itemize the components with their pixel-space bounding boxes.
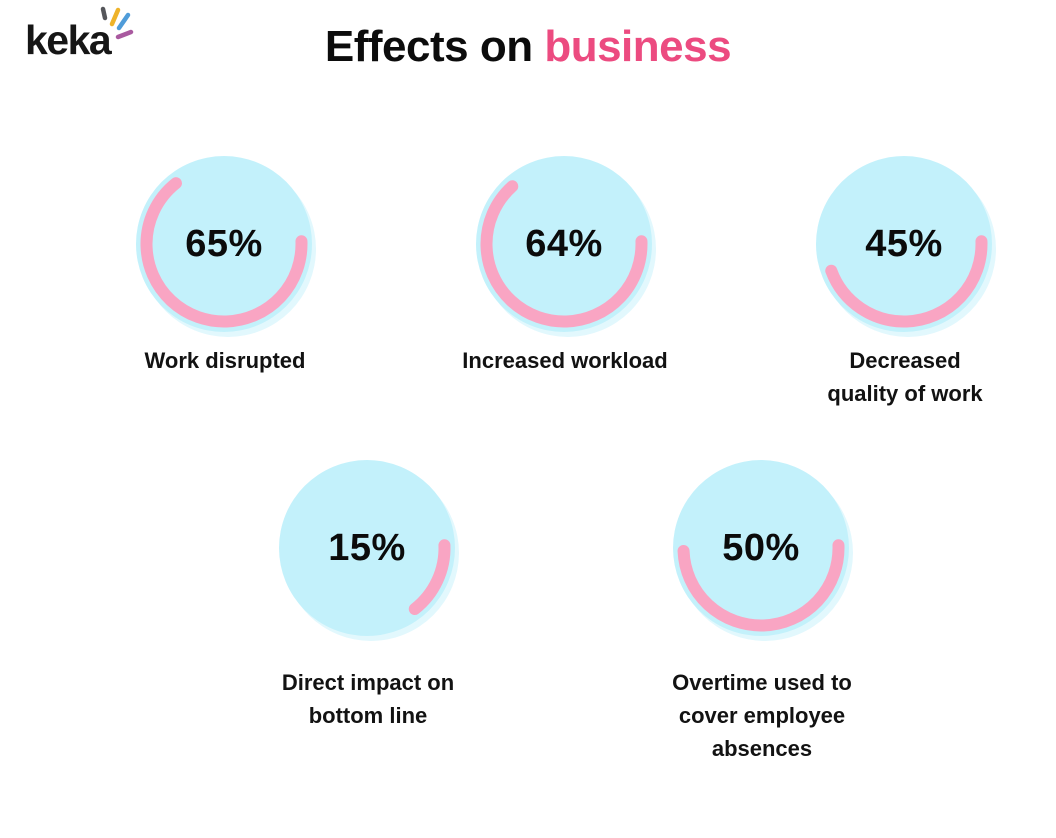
stat-value: 65% [185, 222, 263, 265]
donut-chart: 15% [275, 456, 461, 642]
stats-row-2: 15% Direct impact on bottom line 50% Ove… [171, 456, 959, 765]
donut-chart: 65% [132, 152, 318, 338]
donut-svg [476, 156, 656, 337]
donut-progress-arc [677, 464, 845, 632]
stats-row-1: 65% Work disrupted 64% Increased workloa… [55, 152, 1056, 410]
stat-card: 50% Overtime used to cover employee abse… [565, 456, 959, 765]
sparkle-stroke-yellow [109, 7, 121, 27]
stat-label: Overtime used to cover employee absences [672, 670, 852, 761]
stat-label: Direct impact on bottom line [281, 670, 455, 728]
stat-card: 64% Increased workload [395, 152, 735, 410]
title-highlight: business [544, 22, 732, 71]
page-title: Effects on business [0, 22, 1056, 72]
sparkle-stroke-gray [100, 6, 108, 21]
keka-logo: keka [25, 17, 112, 63]
donut-fill-circle [136, 156, 312, 332]
donut-fill-circle [816, 156, 992, 332]
stat-value: 45% [865, 222, 943, 265]
donut-chart: 45% [812, 152, 998, 338]
donut-fill-circle [673, 460, 849, 636]
donut-chart: 50% [669, 456, 855, 642]
donut-progress-arc [820, 160, 988, 328]
sparkle-stroke-purple [115, 29, 134, 40]
donut-svg [136, 156, 316, 337]
donut-fill-circle [476, 156, 652, 332]
sparkle-stroke-blue [116, 12, 131, 31]
donut-svg [816, 156, 996, 337]
donut-progress-arc [140, 160, 308, 328]
donut-svg [673, 460, 853, 641]
stat-card: 45% Decreased quality of work [735, 152, 1056, 410]
title-prefix: Effects on [324, 22, 545, 71]
stat-value: 15% [328, 526, 406, 569]
logo-sparkles-icon [100, 6, 134, 40]
stat-label: Increased workload [462, 348, 668, 373]
stat-card: 15% Direct impact on bottom line [171, 456, 565, 765]
stat-card: 65% Work disrupted [55, 152, 395, 410]
donut-chart: 64% [472, 152, 658, 338]
donut-progress-arc [283, 464, 451, 632]
donut-svg [279, 460, 459, 641]
donut-progress-arc [480, 160, 648, 328]
stat-label: Work disrupted [144, 348, 306, 373]
stat-label: Decreased quality of work [827, 348, 983, 406]
stat-value: 50% [722, 526, 800, 569]
stat-value: 64% [525, 222, 603, 265]
donut-fill-circle [279, 460, 455, 636]
